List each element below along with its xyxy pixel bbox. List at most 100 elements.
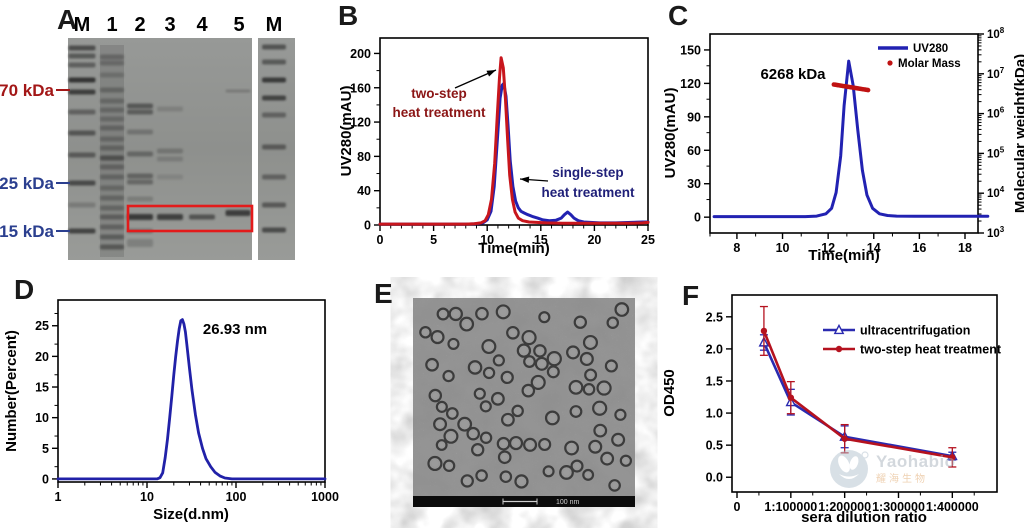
series-two-step xyxy=(378,56,650,226)
legend: ultracentrifugation two-step heat treatme… xyxy=(823,324,1002,357)
series-two-step xyxy=(759,305,957,468)
y2-tick-label: 103 xyxy=(987,225,1005,240)
y-tick-label: 2.0 xyxy=(706,342,723,356)
y-tick-label: 160 xyxy=(350,81,371,95)
x-tick-label: 1000 xyxy=(311,490,339,504)
molecular-weight-labels: 70 kDa 25 kDa 15 kDa xyxy=(0,81,70,241)
legend-label: ultracentrifugation xyxy=(860,324,970,338)
elisa-chart: 0 1:100000 1:200000 1:300000 1:400000 0.0 0.5 1… xyxy=(661,294,1002,526)
y-tick-label: 0.5 xyxy=(706,439,723,453)
axes: 1 10 100 1000 0 5 10 15 20 25 xyxy=(35,299,339,504)
y2-tick-label: 108 xyxy=(987,26,1005,41)
annotation-text: heat treatment xyxy=(541,185,635,200)
x-tick-label: 0 xyxy=(377,233,384,247)
kda-label: 70 kDa xyxy=(0,81,55,100)
y-tick-label: 120 xyxy=(350,116,371,130)
y-tick-label: 25 xyxy=(35,319,49,333)
y-tick-label: 5 xyxy=(42,442,49,456)
x-tick-label: 1:100000 xyxy=(764,500,817,514)
x-tick-label: 1 xyxy=(55,490,62,504)
panel-letter-e: E xyxy=(374,278,393,309)
series-size-distribution xyxy=(56,318,327,481)
panel-c-sec-mals-chart: 8 10 12 14 16 18 0 30 60 90 120 150 Time(min) UV280(m… xyxy=(660,0,1024,270)
y-axis-title: Number(Percent) xyxy=(3,330,20,452)
panel-f-elisa-chart: 0 1:100000 1:200000 1:300000 1:400000 0.0 0.5 1… xyxy=(660,270,1024,530)
x-axis-title: Time(min) xyxy=(808,247,879,264)
x-tick-label: 8 xyxy=(733,241,740,255)
panel-e-tem-image: 100 nm xyxy=(360,270,660,530)
y-tick-label: 40 xyxy=(357,184,371,198)
axes: 8 10 12 14 16 18 0 30 60 90 120 150 xyxy=(680,33,979,255)
x-tick-label: 0 xyxy=(734,500,741,514)
legend-label: UV280 xyxy=(913,43,948,55)
x-axis-title: sera dilution ratio xyxy=(801,509,927,526)
annotation-single-step: single-step heat treatment xyxy=(519,165,635,200)
y-axis-title: OD450 xyxy=(661,369,678,417)
series-line xyxy=(762,329,954,459)
y2-tick-label: 105 xyxy=(987,145,1005,160)
vlp-particles xyxy=(419,302,633,492)
x-tick-label: 14 xyxy=(867,241,881,255)
x-tick-label: 1:200000 xyxy=(818,500,871,514)
kda-label: 25 kDa xyxy=(0,174,55,193)
annotation-text: single-step xyxy=(552,165,623,180)
y-tick-label: 120 xyxy=(680,77,701,91)
legend: UV280 Molar Mass xyxy=(878,43,961,70)
gel-lanes xyxy=(68,38,295,260)
lane-label: 3 xyxy=(164,14,175,36)
chromatogram-chart: 0 5 10 15 20 25 0 40 80 120 160 200 Time(min) UV280(m… xyxy=(338,37,655,257)
tem-micrograph: 100 nm xyxy=(413,298,635,507)
legend-label: two-step heat treatment xyxy=(860,343,1002,357)
y-tick-label: 0 xyxy=(42,472,49,486)
annotation-text: heat treatment xyxy=(392,105,486,120)
x-tick-label: 100 xyxy=(226,490,247,504)
x-tick-label: 16 xyxy=(912,241,926,255)
x-tick-label: 15 xyxy=(534,233,548,247)
y-axis-title: UV280(mAU) xyxy=(338,86,355,177)
x-tick-label: 18 xyxy=(958,241,972,255)
y-tick-label: 60 xyxy=(687,144,701,158)
y-tick-label: 0 xyxy=(694,211,701,225)
x-tick-label: 10 xyxy=(776,241,790,255)
lane-label: 5 xyxy=(233,14,244,36)
x-tick-label: 5 xyxy=(430,233,437,247)
x-tick-label: 1:400000 xyxy=(926,500,979,514)
y-tick-label: 150 xyxy=(680,43,701,57)
y2-tick-label: 106 xyxy=(987,106,1005,121)
legend-label: Molar Mass xyxy=(898,58,961,70)
lane-label: M xyxy=(266,14,283,36)
y-tick-label: 90 xyxy=(687,110,701,124)
y-tick-label: 20 xyxy=(35,350,49,364)
y-tick-label: 30 xyxy=(687,177,701,191)
x-axis-title: Time(min) xyxy=(478,240,549,257)
lane-label: 2 xyxy=(134,14,145,36)
panel-d-dls-chart: 1 10 100 1000 0 5 10 15 20 25 Size(d.nm) Number(Per… xyxy=(0,270,340,530)
y-tick-label: 10 xyxy=(35,411,49,425)
panel-letter-f: F xyxy=(682,280,700,311)
x-tick-label: 10 xyxy=(480,233,494,247)
y-tick-label: 1.5 xyxy=(706,374,723,388)
dls-chart: 1 10 100 1000 0 5 10 15 20 25 Size(d.nm) Number(Per… xyxy=(3,299,339,523)
lane-label: 1 xyxy=(106,14,117,36)
x-tick-label: 1:300000 xyxy=(872,500,925,514)
series-molar-mass xyxy=(831,82,871,93)
y-tick-label: 2.5 xyxy=(706,310,723,324)
panel-a-sds-page-gel: M 1 2 3 4 5 M 70 kDa 25 kDa 15 kDa xyxy=(0,0,340,270)
y-tick-label: 200 xyxy=(350,47,371,61)
x-tick-label: 10 xyxy=(140,490,154,504)
y2-axis-title: Molecular weight(kDa) xyxy=(1012,54,1024,213)
y2-tick-label: 107 xyxy=(987,66,1005,81)
panel-letter-d: D xyxy=(14,274,35,305)
panel-b-sec-chromatogram: 0 5 10 15 20 25 0 40 80 120 160 200 Time(min) UV280(m… xyxy=(335,0,665,270)
mass-annotation: 6268 kDa xyxy=(760,66,826,83)
panel-letter-c: C xyxy=(668,0,689,31)
kda-label: 15 kDa xyxy=(0,222,55,241)
y-tick-label: 1.0 xyxy=(706,407,723,421)
y-tick-label: 0 xyxy=(364,219,371,233)
y2-tick-label: 104 xyxy=(987,185,1005,200)
y-tick-label: 15 xyxy=(35,381,49,395)
x-axis-title: Size(d.nm) xyxy=(153,506,229,523)
